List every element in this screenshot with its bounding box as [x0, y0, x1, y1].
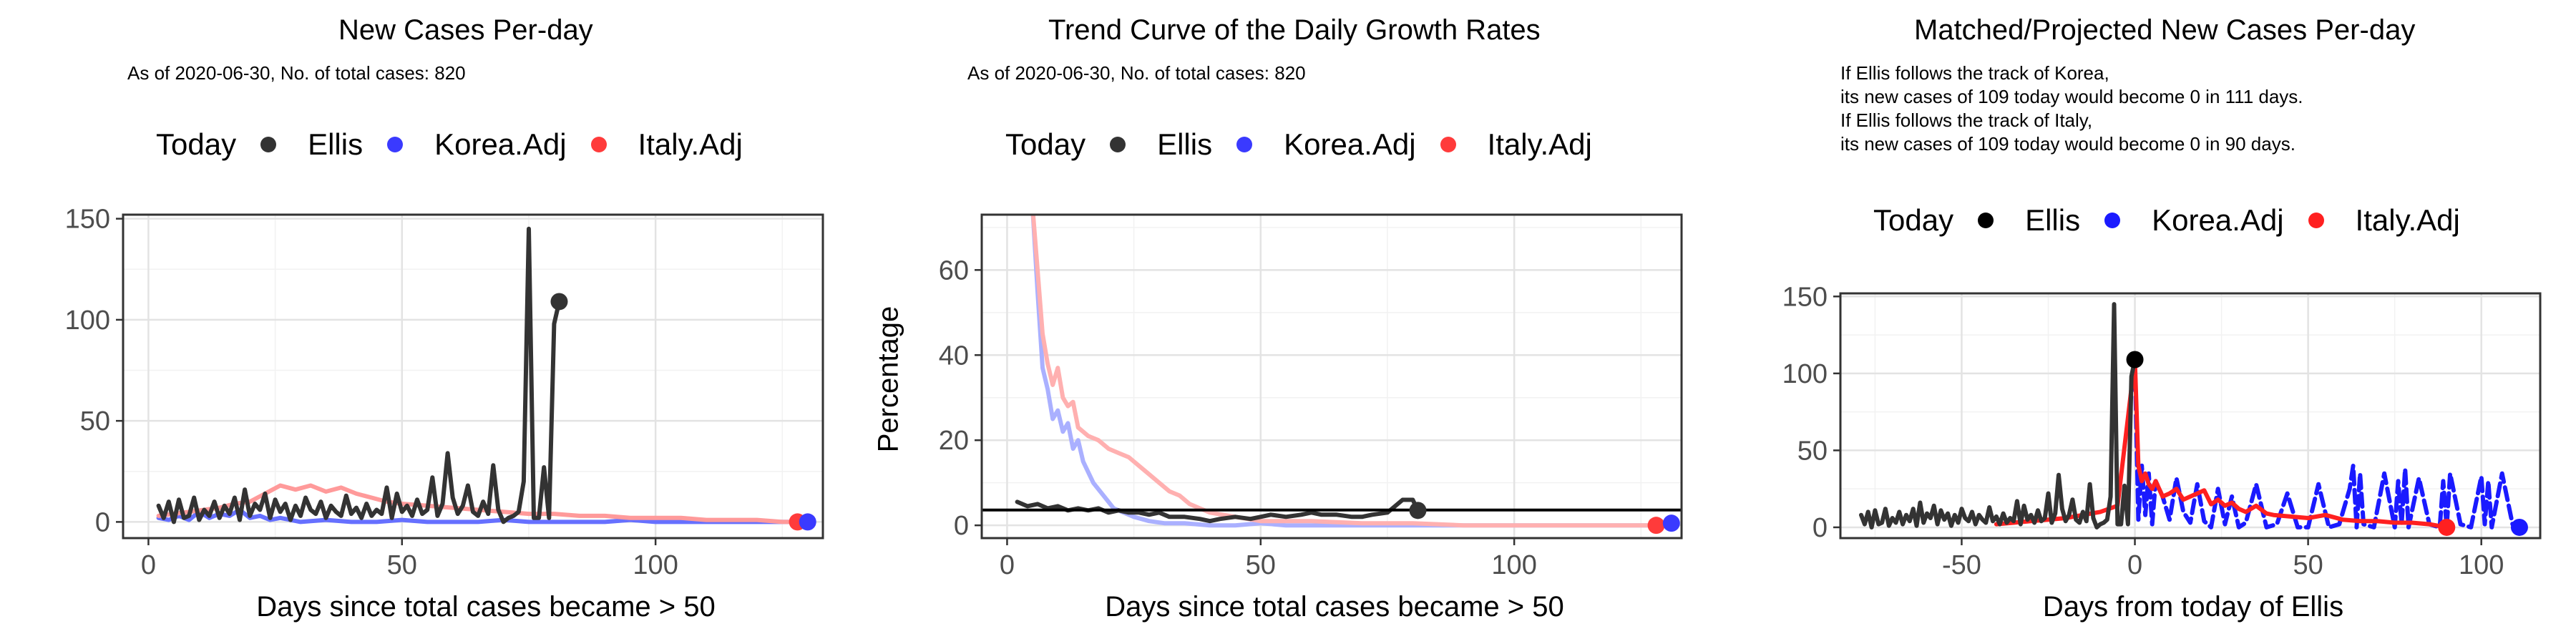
today-point-korea-adj [2510, 518, 2528, 536]
x-tick-label: 100 [1491, 550, 1536, 580]
plot-background [123, 215, 823, 538]
legend-title: Today [156, 127, 237, 161]
legend-label-korea: Korea.Adj [1284, 127, 1416, 161]
series-line-italy-adj [1030, 215, 1659, 528]
y-tick-label: 150 [65, 205, 110, 235]
legend-label-italy: Italy.Adj [2355, 203, 2460, 237]
legend-dot-ellis [1978, 213, 1994, 228]
y-tick-label: 20 [939, 426, 969, 456]
legend-dot-italy [2308, 213, 2324, 228]
today-point-korea-adj [799, 513, 816, 531]
y-tick-label: 100 [65, 306, 110, 336]
series-lines [1859, 302, 2522, 530]
chart-legend: Today Ellis Korea.Adj Italy.Adj [1873, 203, 2484, 238]
legend-label-korea: Korea.Adj [434, 127, 567, 161]
legend-label-ellis: Ellis [1157, 127, 1213, 161]
legend-item-korea: Korea.Adj [2104, 203, 2284, 238]
series-line-italy-adj [156, 483, 805, 525]
x-tick-label: 100 [633, 550, 678, 580]
chart-subtitle: As of 2020-06-30, No. of total cases: 82… [127, 62, 466, 84]
y-tick-label: 150 [1782, 282, 1828, 312]
today-point-italy-adj [1647, 517, 1665, 535]
legend-dot-italy [590, 137, 607, 152]
y-tick-label: 50 [80, 406, 110, 436]
legend-dot-ellis [1110, 137, 1126, 152]
x-tick-label: 50 [387, 550, 417, 580]
plot-border [1839, 292, 2542, 540]
today-point-ellis [2126, 351, 2144, 369]
series-line-ellis [156, 226, 562, 525]
x-tick-label: 0 [141, 550, 156, 580]
chart-panel-projected: Matched/Projected New Cases Per-day If E… [1717, 0, 2576, 644]
legend-dot-italy [1440, 137, 1456, 152]
x-tick-label: 0 [2127, 550, 2142, 580]
legend-item-ellis: Ellis [260, 127, 363, 162]
x-tick-label: 50 [1246, 550, 1276, 580]
legend-item-italy: Italy.Adj [2308, 203, 2460, 238]
plot-border [122, 213, 824, 540]
y-tick-label: 50 [1797, 436, 1828, 466]
plot-border [980, 213, 1683, 540]
y-tick-label: 0 [954, 511, 969, 541]
today-point-ellis [550, 293, 568, 311]
legend-title: Today [1873, 203, 1954, 237]
x-axis-label: Days since total cases became > 50 [1105, 591, 1564, 623]
x-axis-label: Days from today of Ellis [2042, 591, 2344, 623]
series-line-korea-adj [156, 507, 810, 525]
plot-area: 0 50 100 0 50 100 150 [65, 205, 824, 580]
plot-area: -50 0 50 100 0 50 100 150 [1782, 282, 2542, 580]
x-tick-label: 50 [2293, 550, 2323, 580]
x-tick-label: 100 [2459, 550, 2504, 580]
legend-item-korea: Korea.Adj [387, 127, 567, 162]
legend-label-italy: Italy.Adj [638, 127, 743, 161]
chart-panel-growth-rates: Trend Curve of the Daily Growth Rates As… [859, 0, 1717, 644]
chart-subtitle: If Ellis follows the track of Korea, its… [1840, 62, 2303, 155]
series-line-italy-adj [1994, 357, 2449, 530]
chart-subtitle: As of 2020-06-30, No. of total cases: 82… [967, 62, 1306, 84]
y-tick-label: 0 [95, 507, 110, 537]
legend-label-ellis: Ellis [2025, 203, 2081, 237]
gridlines [1840, 293, 2540, 538]
y-tick-label: 60 [939, 255, 969, 286]
today-point-italy-adj [2438, 518, 2456, 536]
chart-legend: Today Ellis Korea.Adj Italy.Adj [156, 127, 767, 162]
plot-background [1840, 293, 2540, 538]
plot-background [982, 215, 1682, 538]
series-line-ellis [1859, 302, 2137, 530]
today-point-korea-adj [1662, 514, 1680, 532]
chart-legend: Today Ellis Korea.Adj Italy.Adj [1005, 127, 1616, 162]
legend-dot-ellis [260, 137, 277, 152]
y-tick-label: 0 [1813, 513, 1828, 543]
y-tick-label: 100 [1782, 359, 1828, 389]
legend-item-italy: Italy.Adj [590, 127, 743, 162]
chart-title: Matched/Projected New Cases Per-day [1914, 14, 2416, 46]
y-tick-label: 40 [939, 341, 969, 371]
legend-dot-korea [387, 137, 404, 152]
legend-item-korea: Korea.Adj [1236, 127, 1416, 162]
chart-title: Trend Curve of the Daily Growth Rates [1048, 14, 1541, 46]
plot-area: 0 50 100 0 20 40 60 [939, 213, 1683, 580]
x-tick-label: -50 [1942, 550, 1981, 580]
series-lines [156, 226, 810, 525]
x-axis-label: Days since total cases became > 50 [256, 591, 716, 623]
legend-item-ellis: Ellis [1978, 203, 2080, 238]
legend-label-italy: Italy.Adj [1487, 127, 1592, 161]
chart-title: New Cases Per-day [338, 14, 593, 46]
today-point-ellis [1409, 502, 1427, 519]
chart-panel-new-cases: New Cases Per-day As of 2020-06-30, No. … [0, 0, 859, 644]
legend-label-ellis: Ellis [308, 127, 364, 161]
legend-label-korea: Korea.Adj [2152, 203, 2284, 237]
legend-item-ellis: Ellis [1110, 127, 1212, 162]
x-tick-label: 0 [1000, 550, 1015, 580]
legend-item-italy: Italy.Adj [1440, 127, 1592, 162]
y-axis-label: Percentage [872, 306, 904, 453]
legend-dot-korea [2104, 213, 2121, 228]
legend-dot-korea [1236, 137, 1253, 152]
legend-title: Today [1005, 127, 1086, 161]
